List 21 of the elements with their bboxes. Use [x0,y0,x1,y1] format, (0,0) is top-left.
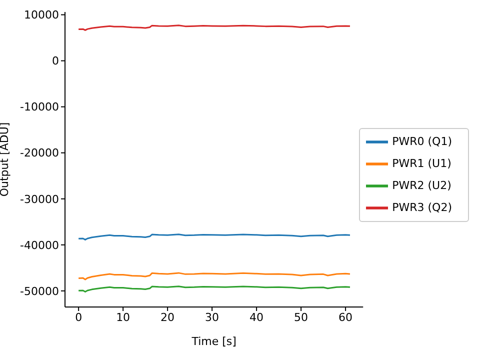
legend-label: PWR2 (U2) [392,179,452,192]
x-tick-label: 20 [160,310,175,324]
legend-label: PWR3 (Q2) [392,201,452,214]
y-tick-label: -20000 [20,146,59,160]
y-axis-title: Output [ADU] [0,122,11,197]
x-tick-label: 60 [338,310,353,324]
x-tick-label: 30 [205,310,220,324]
y-tick-label: 0 [52,54,59,68]
y-tick-label: -40000 [20,238,59,252]
y-tick-label: -50000 [20,284,59,298]
line-series [78,272,351,280]
legend-label: PWR0 (Q1) [392,135,452,148]
x-tick-label: 0 [75,310,82,324]
x-axis-title: Time [s] [190,335,236,347]
y-tick-label: 10000 [24,8,59,22]
x-tick-label: 10 [116,310,130,324]
y-tick-label: -10000 [20,100,59,114]
y-tick-label: -30000 [20,192,59,206]
x-tick-label: 50 [294,310,308,324]
x-tick-label: 40 [250,310,264,324]
legend-label: PWR1 (U1) [392,157,452,170]
